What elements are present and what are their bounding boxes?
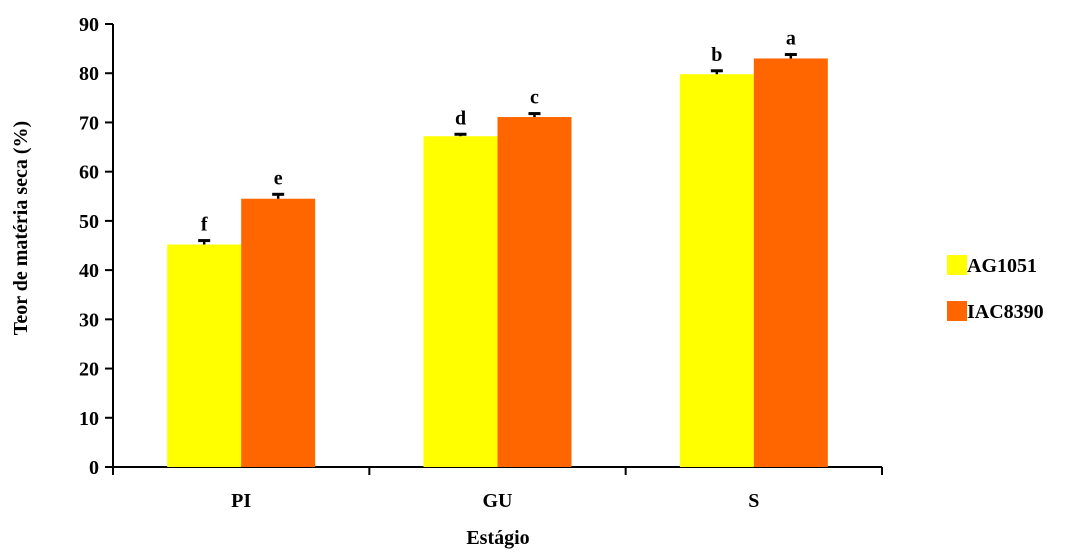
legend: AG1051 IAC8390 [947, 255, 1044, 323]
bar-AG1051-S [679, 74, 754, 467]
bar-AG1051-GU [423, 136, 498, 467]
y-tick-label: 90 [79, 14, 99, 36]
y-tick-label: 10 [79, 408, 99, 430]
y-tick-label: 40 [79, 260, 99, 282]
significance-letter: e [274, 167, 283, 189]
significance-letter: a [786, 28, 796, 50]
y-tick-label: 0 [89, 457, 99, 479]
labels-layer: f e d c b a [201, 28, 796, 236]
x-tick-label: S [748, 490, 759, 512]
y-axis-label: Teor de matéria seca (%) [10, 121, 32, 335]
y-tick-label: 30 [79, 309, 99, 331]
bar-IAC8390-GU [497, 117, 572, 467]
x-tick-label: PI [231, 490, 251, 512]
legend-swatch [947, 301, 967, 321]
x-tick-label: GU [483, 490, 513, 512]
y-tick-label: 60 [79, 162, 99, 184]
y-tick-label: 50 [79, 211, 99, 233]
bars-layer [167, 53, 828, 467]
bar-IAC8390-S [753, 58, 828, 467]
significance-letter: d [455, 107, 466, 129]
y-tick-label: 20 [79, 359, 99, 381]
legend-swatch [947, 255, 967, 275]
significance-letter: b [711, 44, 722, 66]
significance-letter: c [530, 87, 539, 109]
bar-IAC8390-PI [241, 198, 316, 467]
y-tick-label: 70 [79, 112, 99, 134]
x-axis-label: Estágio [466, 527, 529, 549]
legend-label: AG1051 [967, 255, 1037, 277]
bar-AG1051-PI [167, 244, 242, 467]
y-tick-label: 80 [79, 63, 99, 85]
significance-letter: f [201, 214, 208, 236]
legend-label: IAC8390 [967, 301, 1044, 323]
